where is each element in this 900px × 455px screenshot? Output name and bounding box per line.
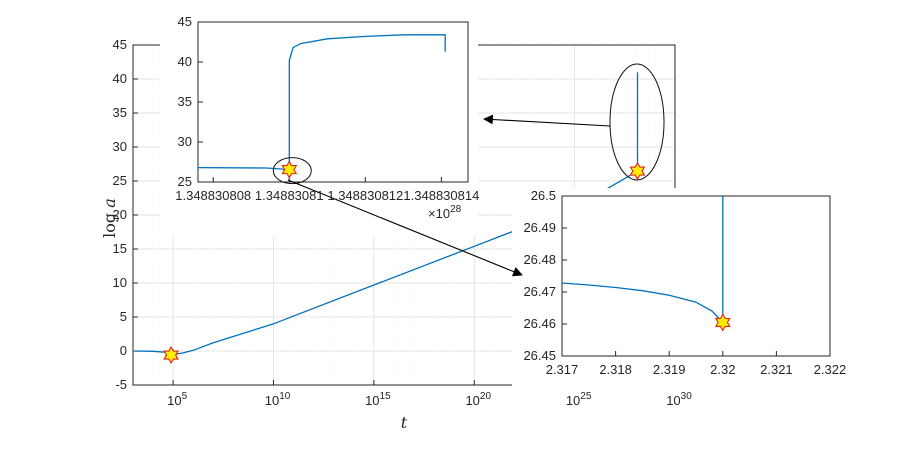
y-tick-label: 20 [113, 207, 127, 222]
zoom-highlight-ellipse [609, 63, 665, 181]
y-tick-label: 35 [113, 105, 127, 120]
y-tick-label: 26.47 [523, 284, 556, 299]
exponent-label: ×1028 [428, 204, 462, 221]
x-tick-label: 2.317 [546, 362, 579, 377]
y-tick-label: 26.48 [523, 252, 556, 267]
marker-star [629, 161, 646, 181]
y-tick-label: 30 [178, 134, 192, 149]
inset-right-plot: 2.317 2.318 2.319 2.32 2.321 2.322 26.45 26.46 2… [512, 188, 850, 388]
arrow-to-right-inset [287, 179, 523, 277]
marker-star [163, 345, 179, 365]
y-tick-label: 26.49 [523, 220, 556, 235]
x-tick-label: 1030 [666, 391, 692, 408]
x-tick-label: 1.348830812 [327, 188, 403, 203]
x-tick-label: 2.318 [599, 362, 632, 377]
x-tick-label: 2.322 [814, 362, 847, 377]
y-tick-label: 35 [178, 94, 192, 109]
x-tick-label: 2.321 [760, 362, 793, 377]
x-tick-label: 1010 [265, 391, 291, 408]
y-tick-label: 25 [113, 173, 127, 188]
y-tick-label: 5 [120, 309, 127, 324]
y-tick-label: 40 [178, 54, 192, 69]
y-tick-label: 30 [113, 139, 127, 154]
marker-star [714, 313, 731, 332]
y-tick-label: 10 [113, 275, 127, 290]
y-tick-label: 15 [113, 241, 127, 256]
arrow-to-top-inset [483, 114, 611, 127]
x-tick-label: 2.32 [710, 362, 735, 377]
inset-top-background [160, 16, 478, 236]
y-tick-label: 26.46 [523, 316, 556, 331]
x-tick-label: 105 [167, 391, 187, 408]
inset-top-plot: 1.348830808 1.34883081 1.348830812 1.348830… [160, 14, 479, 236]
x-tick-label: 1.348830814 [403, 188, 479, 203]
marker-star [281, 160, 298, 179]
series-line-zoom-top [197, 34, 446, 171]
y-tick-label: 26.5 [531, 188, 556, 203]
inset-top-axes-box [197, 21, 469, 183]
y-tick-label: -5 [115, 377, 127, 392]
y-tick-label: 26.45 [523, 348, 556, 363]
y-tick-label: 45 [113, 37, 127, 52]
y-axis-label: log a [100, 198, 119, 238]
x-tick-label: 1.348830808 [175, 188, 251, 203]
x-tick-label: 1025 [566, 391, 592, 408]
y-tick-label: 0 [120, 343, 127, 358]
y-tick-label: 40 [113, 71, 127, 86]
y-tick-label: 45 [178, 14, 192, 29]
x-tick-label: 2.319 [653, 362, 686, 377]
x-tick-label: 1015 [365, 391, 391, 408]
inset-right-axes-box [561, 195, 831, 357]
x-tick-label: 1020 [465, 391, 491, 408]
inset-right-background [512, 188, 850, 388]
x-axis-label: t [401, 413, 408, 432]
x-tick-label: 1.34883081 [255, 188, 324, 203]
zoom-highlight-ellipse [272, 157, 312, 185]
y-tick-label: 25 [178, 174, 192, 189]
